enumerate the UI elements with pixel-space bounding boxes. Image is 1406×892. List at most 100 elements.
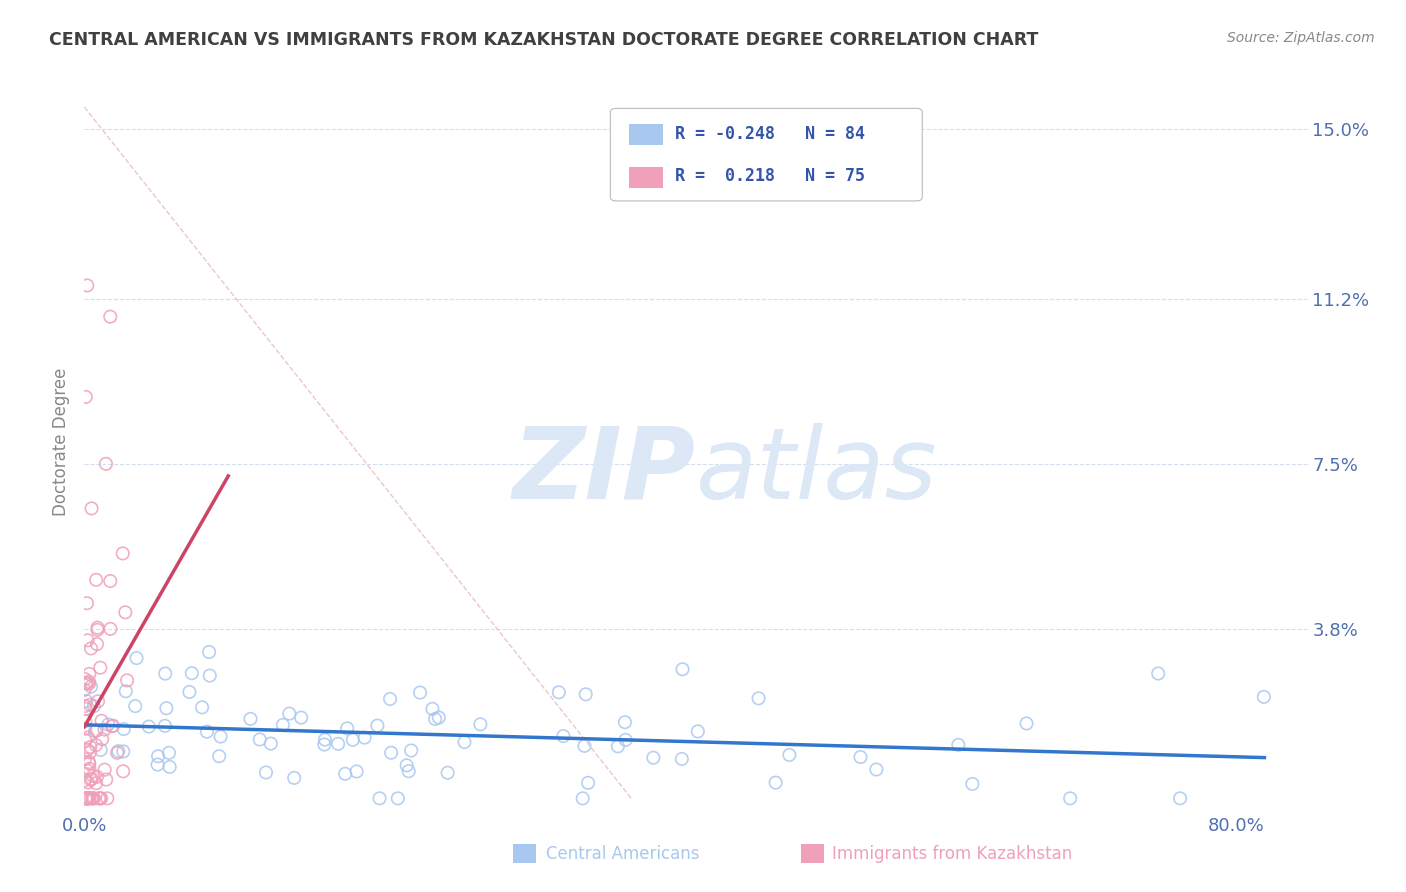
- Point: [83, 699, 105, 714]
- Point: [671, 752, 693, 766]
- Point: [398, 764, 420, 779]
- Point: [87, 694, 110, 708]
- Point: [115, 673, 138, 688]
- Point: [75, 733, 97, 747]
- Point: [93, 763, 115, 777]
- Point: [80, 791, 103, 805]
- Point: [547, 685, 569, 699]
- Point: [73, 699, 96, 714]
- FancyBboxPatch shape: [628, 167, 664, 187]
- Point: [366, 718, 388, 732]
- Point: [90, 791, 112, 805]
- Text: R = -0.248   N = 84: R = -0.248 N = 84: [675, 125, 865, 143]
- Point: [82, 791, 104, 805]
- Point: [97, 717, 120, 731]
- Text: ZIP: ZIP: [513, 423, 696, 520]
- Point: [77, 756, 100, 771]
- Point: [571, 791, 593, 805]
- Point: [333, 766, 356, 780]
- Point: [77, 676, 100, 690]
- Point: [643, 750, 665, 764]
- Point: [79, 762, 101, 776]
- Bar: [513, 844, 536, 863]
- Point: [342, 732, 364, 747]
- Point: [423, 712, 446, 726]
- Point: [76, 676, 98, 690]
- Point: [574, 739, 596, 753]
- Point: [159, 760, 181, 774]
- Point: [82, 769, 104, 783]
- Point: [395, 758, 418, 772]
- Point: [77, 791, 100, 805]
- Text: CENTRAL AMERICAN VS IMMIGRANTS FROM KAZAKHSTAN DOCTORATE DEGREE CORRELATION CHAR: CENTRAL AMERICAN VS IMMIGRANTS FROM KAZA…: [49, 31, 1039, 49]
- Point: [208, 749, 231, 764]
- Point: [79, 772, 101, 787]
- Point: [427, 710, 450, 724]
- Point: [84, 738, 107, 752]
- Point: [86, 770, 108, 784]
- Point: [146, 749, 169, 764]
- Point: [76, 791, 98, 805]
- Point: [865, 763, 887, 777]
- Point: [80, 680, 103, 694]
- Point: [105, 746, 128, 760]
- Point: [671, 662, 693, 676]
- Point: [75, 676, 97, 690]
- Point: [155, 701, 177, 715]
- Point: [198, 645, 221, 659]
- Point: [271, 718, 294, 732]
- Point: [606, 739, 628, 754]
- Point: [387, 791, 409, 805]
- Point: [91, 732, 114, 747]
- Point: [96, 772, 118, 787]
- Point: [326, 737, 349, 751]
- Point: [96, 791, 118, 805]
- Point: [73, 682, 96, 697]
- Point: [84, 573, 107, 587]
- Point: [124, 699, 146, 714]
- Point: [346, 764, 368, 779]
- Point: [765, 775, 787, 789]
- Point: [77, 674, 100, 689]
- Point: [254, 765, 277, 780]
- Point: [89, 661, 111, 675]
- Point: [77, 775, 100, 789]
- Point: [613, 715, 636, 730]
- Point: [76, 791, 98, 805]
- Point: [76, 633, 98, 648]
- Point: [209, 730, 232, 744]
- Point: [368, 791, 391, 805]
- Point: [75, 791, 97, 805]
- Point: [101, 719, 124, 733]
- Point: [80, 501, 103, 516]
- Point: [1015, 716, 1038, 731]
- Point: [76, 278, 98, 293]
- Point: [75, 702, 97, 716]
- Point: [90, 714, 112, 728]
- Point: [79, 667, 101, 681]
- Point: [112, 722, 135, 736]
- Point: [76, 791, 98, 805]
- Point: [614, 732, 637, 747]
- Point: [98, 574, 121, 588]
- Point: [86, 623, 108, 637]
- Point: [314, 738, 336, 752]
- Point: [470, 717, 492, 731]
- Point: [77, 755, 100, 769]
- Point: [114, 684, 136, 698]
- Point: [80, 772, 103, 786]
- Point: [76, 743, 98, 757]
- Point: [76, 596, 98, 610]
- Point: [576, 776, 599, 790]
- Point: [73, 773, 96, 788]
- Point: [98, 310, 121, 324]
- Point: [278, 706, 301, 721]
- Point: [353, 731, 375, 745]
- Point: [146, 757, 169, 772]
- Point: [86, 621, 108, 635]
- Point: [380, 746, 402, 760]
- Point: [155, 666, 177, 681]
- Point: [84, 776, 107, 790]
- Point: [191, 700, 214, 714]
- Point: [75, 791, 97, 805]
